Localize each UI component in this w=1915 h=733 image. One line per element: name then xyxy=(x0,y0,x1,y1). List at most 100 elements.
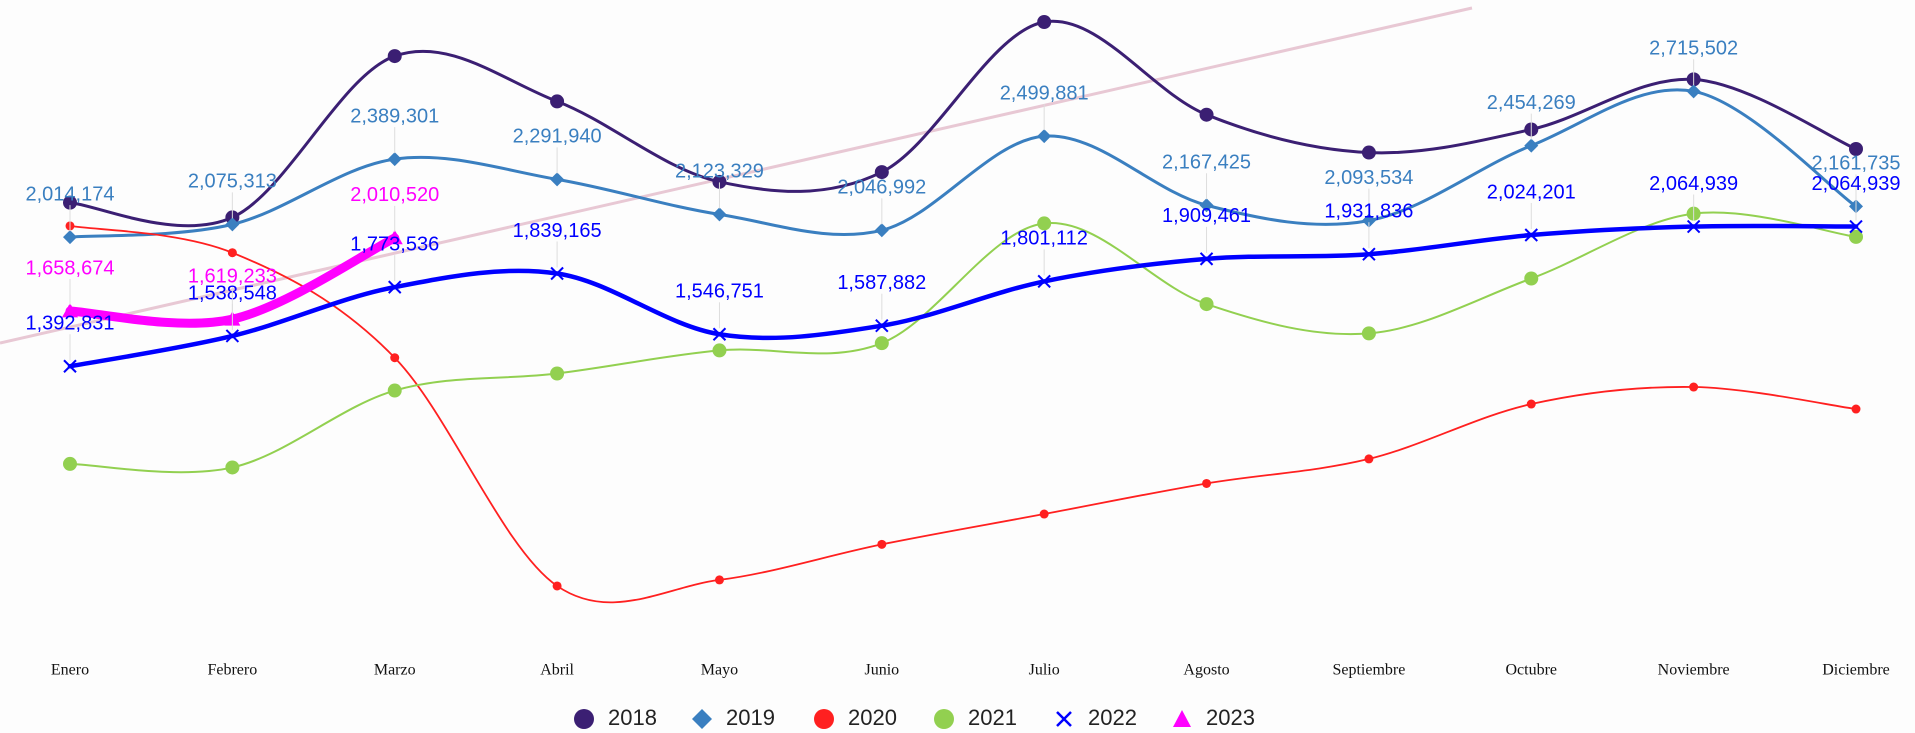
data-label: 2,046,992 xyxy=(837,177,926,199)
point xyxy=(225,460,239,474)
point xyxy=(388,49,402,63)
data-label: 2,454,269 xyxy=(1487,92,1576,114)
x-tick-label: Enero xyxy=(51,662,89,679)
point xyxy=(388,384,402,398)
data-label: 2,499,881 xyxy=(1000,82,1089,104)
legend-marker xyxy=(1173,710,1191,727)
point xyxy=(1527,400,1536,409)
legend-label: 2019 xyxy=(726,705,775,730)
data-label: 1,546,751 xyxy=(675,281,764,303)
data-label: 1,839,165 xyxy=(513,220,602,242)
point xyxy=(1362,326,1376,340)
legend-label: 2018 xyxy=(608,705,657,730)
x-tick-label: Abril xyxy=(540,662,574,679)
series-line xyxy=(70,212,1856,472)
legend-item: 2023 xyxy=(1173,705,1255,730)
x-tick-label: Septiembre xyxy=(1332,662,1405,679)
x-tick-label: Junio xyxy=(864,662,899,679)
point xyxy=(1040,510,1049,519)
point xyxy=(715,575,724,584)
series-line xyxy=(70,226,1856,602)
legend-item: 2018 xyxy=(574,705,657,730)
point xyxy=(1687,84,1701,98)
point xyxy=(875,336,889,350)
data-label: 2,123,329 xyxy=(675,161,764,183)
data-label: 2,024,201 xyxy=(1487,181,1576,203)
data-label: 2,167,425 xyxy=(1162,152,1251,174)
point xyxy=(1852,405,1861,414)
point xyxy=(712,343,726,357)
x-tick-label: Mayo xyxy=(701,662,738,679)
x-tick-label: Octubre xyxy=(1506,662,1558,679)
point xyxy=(712,207,726,221)
data-label: 2,093,534 xyxy=(1324,167,1413,189)
point xyxy=(1200,297,1214,311)
data-label: 2,161,735 xyxy=(1812,153,1901,175)
point xyxy=(1200,108,1214,122)
legend-marker xyxy=(1057,712,1071,726)
data-label: 1,801,112 xyxy=(1000,228,1088,250)
point xyxy=(877,540,886,549)
legend-marker xyxy=(692,709,712,729)
data-label: 1,392,831 xyxy=(26,313,115,335)
legend-item: 2020 xyxy=(814,705,897,730)
legend-label: 2020 xyxy=(848,705,897,730)
data-label: 2,075,313 xyxy=(188,171,277,193)
x-tick-label: Marzo xyxy=(374,662,416,679)
data-label: 2,715,502 xyxy=(1649,38,1738,60)
point xyxy=(550,94,564,108)
legend-marker xyxy=(934,709,954,729)
legend-item: 2019 xyxy=(692,705,775,730)
legend-item: 2022 xyxy=(1057,705,1137,730)
data-label: 2,389,301 xyxy=(350,105,439,127)
point xyxy=(1037,129,1051,143)
point xyxy=(388,152,402,166)
data-label: 1,909,461 xyxy=(1162,205,1251,227)
legend-item: 2021 xyxy=(934,705,1017,730)
point xyxy=(1524,139,1538,153)
x-tick-label: Febrero xyxy=(207,662,257,679)
plot-area: Enero Febrero Marzo Abril Mayo Junio Julio Agos… xyxy=(26,15,1901,679)
data-label: 2,010,520 xyxy=(350,184,439,206)
point xyxy=(1202,479,1211,488)
series xyxy=(63,207,1863,475)
point xyxy=(1362,146,1376,160)
point xyxy=(553,581,562,590)
point xyxy=(550,172,564,186)
point xyxy=(390,353,399,362)
page: {"chart_data": {"type": "line", "categor… xyxy=(0,0,1915,733)
point xyxy=(228,248,237,257)
data-label: 2,014,174 xyxy=(26,183,115,205)
point xyxy=(1364,454,1373,463)
data-label: 1,619,233 xyxy=(188,265,277,287)
legend: 2018 2019 2020 2021 2022 2023 xyxy=(574,705,1255,730)
legend-label: 2021 xyxy=(968,705,1017,730)
series xyxy=(63,15,1863,226)
point xyxy=(1524,272,1538,286)
x-tick-label: Noviembre xyxy=(1658,662,1730,679)
data-label: 1,931,836 xyxy=(1324,200,1413,222)
x-tick-label: Julio xyxy=(1029,662,1060,679)
x-tick-label: Agosto xyxy=(1183,662,1229,679)
data-label: 1,587,882 xyxy=(837,272,926,294)
legend-marker xyxy=(574,709,594,729)
point xyxy=(1689,383,1698,392)
legend-label: 2023 xyxy=(1206,705,1255,730)
series-line xyxy=(70,226,1856,366)
data-label: 2,291,940 xyxy=(513,126,602,148)
point xyxy=(875,223,889,237)
legend-marker xyxy=(814,709,834,729)
data-label: 1,773,536 xyxy=(350,233,439,255)
point xyxy=(63,230,77,244)
data-label: 2,064,939 xyxy=(1812,173,1901,195)
data-label: 2,064,939 xyxy=(1649,173,1738,195)
series-line xyxy=(70,90,1856,237)
data-label: 1,658,674 xyxy=(26,257,115,279)
series xyxy=(64,221,1862,373)
x-tick-label: Diciembre xyxy=(1822,662,1890,679)
point xyxy=(550,367,564,381)
chart: Enero Febrero Marzo Abril Mayo Junio Julio Agos… xyxy=(0,0,1915,733)
point xyxy=(1037,15,1051,29)
legend-label: 2022 xyxy=(1088,705,1137,730)
point xyxy=(63,457,77,471)
